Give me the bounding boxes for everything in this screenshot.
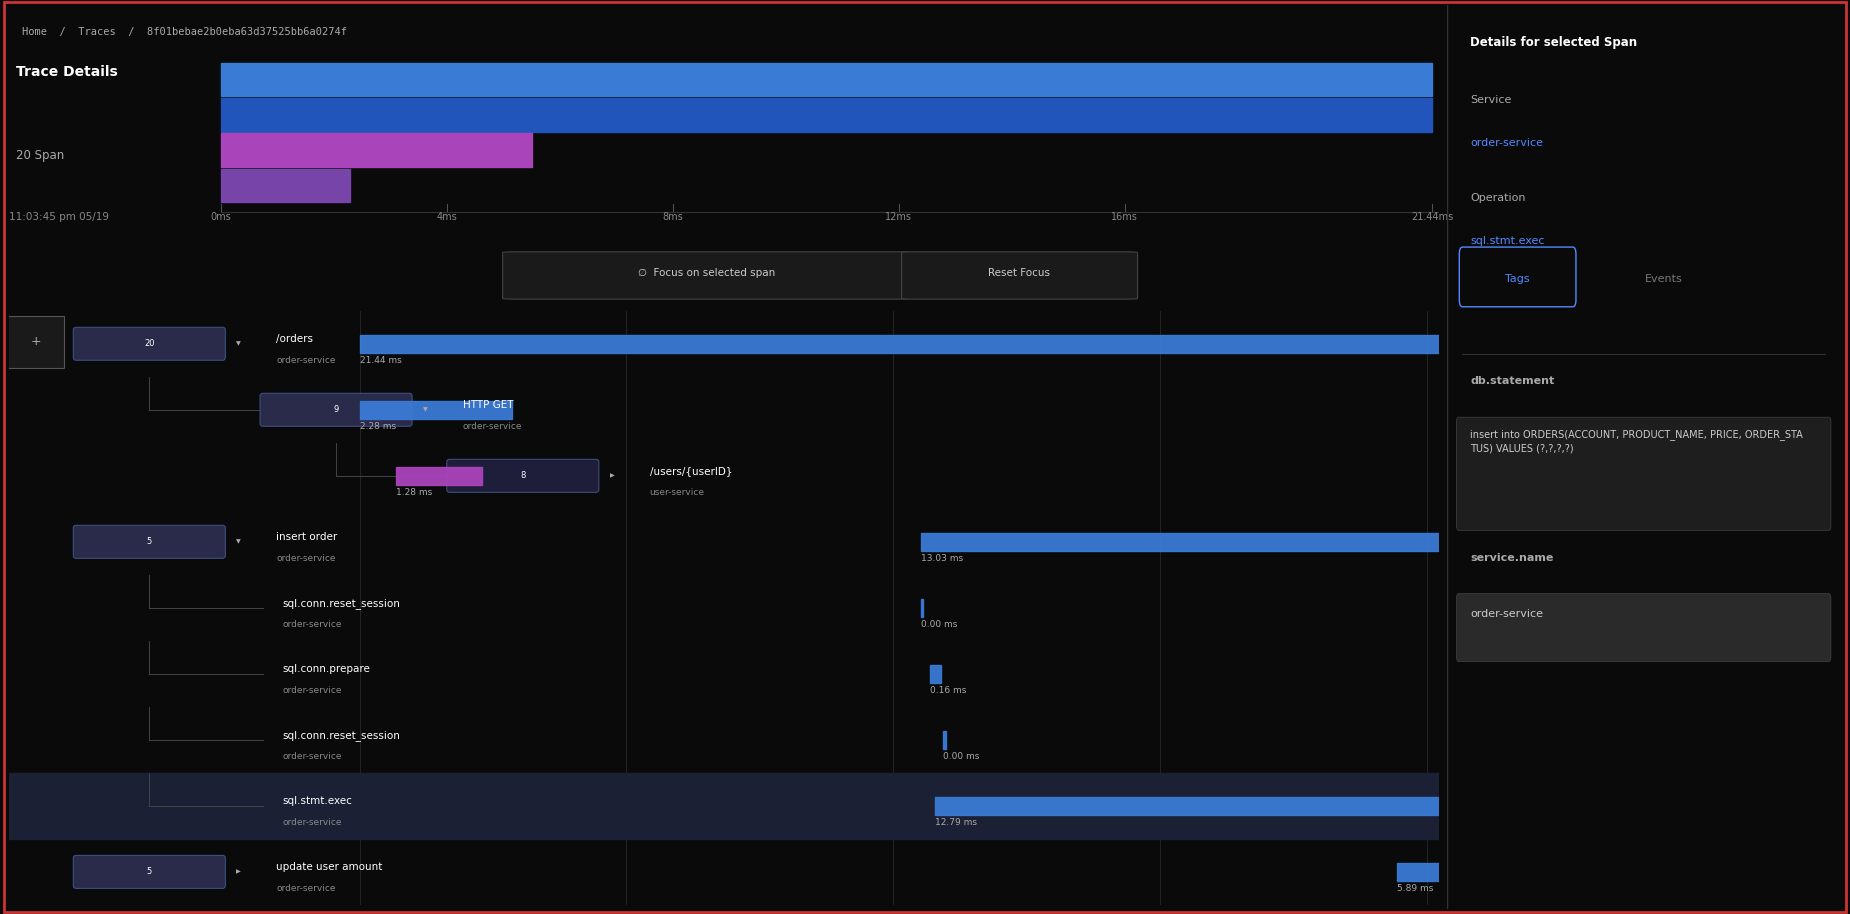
Text: 8ms: 8ms (662, 212, 683, 222)
Text: order-service: order-service (283, 686, 342, 695)
Text: sql.conn.prepare: sql.conn.prepare (283, 664, 370, 674)
Bar (396, 466, 481, 485)
Text: order-service: order-service (276, 356, 335, 365)
Text: 5: 5 (146, 537, 152, 547)
Text: 5.89 ms: 5.89 ms (1397, 885, 1434, 893)
Text: order-service: order-service (1471, 139, 1543, 148)
Text: sql.conn.reset_session: sql.conn.reset_session (283, 598, 401, 609)
Text: ▶: ▶ (609, 473, 614, 478)
Text: order-service: order-service (283, 620, 342, 629)
FancyBboxPatch shape (901, 251, 1138, 299)
Text: 20: 20 (144, 339, 155, 348)
Text: sql.conn.reset_session: sql.conn.reset_session (283, 730, 401, 741)
Text: order-service: order-service (1471, 609, 1543, 619)
Text: Trace Details: Trace Details (17, 65, 118, 79)
Text: order-service: order-service (462, 422, 522, 430)
Text: /orders: /orders (276, 334, 313, 344)
Bar (220, 133, 531, 167)
Text: 21.44 ms: 21.44 ms (359, 356, 401, 366)
Text: /users/{userID}: /users/{userID} (649, 466, 733, 476)
Bar (359, 400, 512, 419)
Bar (944, 730, 945, 749)
Text: order-service: order-service (283, 818, 342, 827)
Text: 12ms: 12ms (886, 212, 912, 222)
Text: 0.16 ms: 0.16 ms (931, 686, 966, 696)
Bar (921, 599, 923, 617)
Text: Reset Focus: Reset Focus (988, 268, 1049, 278)
FancyBboxPatch shape (1456, 417, 1832, 530)
Text: ∅  Focus on selected span: ∅ Focus on selected span (638, 268, 775, 278)
Text: Operation: Operation (1471, 193, 1526, 203)
Text: 11:03:45 pm 05/19: 11:03:45 pm 05/19 (9, 212, 109, 222)
Text: +: + (31, 335, 41, 348)
Text: 9: 9 (333, 405, 339, 414)
Text: 8: 8 (520, 472, 525, 480)
FancyBboxPatch shape (74, 327, 226, 360)
Text: db.statement: db.statement (1471, 377, 1554, 387)
Bar (359, 335, 1789, 353)
Text: 5: 5 (146, 867, 152, 877)
FancyBboxPatch shape (74, 856, 226, 888)
Text: 20 Span: 20 Span (17, 149, 65, 162)
Text: insert order: insert order (276, 532, 337, 542)
Bar (936, 797, 1789, 815)
Text: ▶: ▶ (237, 869, 241, 875)
FancyBboxPatch shape (503, 251, 910, 299)
Text: 0ms: 0ms (211, 212, 231, 222)
Text: ▼: ▼ (424, 408, 427, 412)
FancyBboxPatch shape (7, 316, 65, 368)
Text: 4ms: 4ms (437, 212, 457, 222)
Text: order-service: order-service (276, 884, 335, 893)
Bar (9, 773, 1439, 839)
Text: sql.stmt.exec: sql.stmt.exec (283, 796, 353, 806)
Text: ▼: ▼ (237, 539, 241, 545)
Text: insert into ORDERS(ACCOUNT, PRODUCT_NAME, PRICE, ORDER_STA
TUS) VALUES (?,?,?,?): insert into ORDERS(ACCOUNT, PRODUCT_NAME… (1471, 429, 1804, 453)
Text: update user amount: update user amount (276, 862, 383, 872)
Bar (220, 169, 350, 202)
Text: 21.44ms: 21.44ms (1412, 212, 1454, 222)
Text: 16ms: 16ms (1112, 212, 1138, 222)
Text: 13.03 ms: 13.03 ms (921, 554, 962, 563)
Text: ▼: ▼ (237, 341, 241, 346)
Text: user-service: user-service (649, 488, 705, 497)
Text: service.name: service.name (1471, 553, 1554, 563)
Bar (1397, 863, 1789, 881)
Text: Details for selected Span: Details for selected Span (1471, 37, 1637, 49)
Text: 0.00 ms: 0.00 ms (921, 621, 956, 630)
Text: HTTP GET: HTTP GET (462, 400, 512, 409)
Bar (921, 533, 1789, 551)
FancyBboxPatch shape (448, 460, 599, 493)
Text: Tags: Tags (1506, 273, 1530, 283)
Text: 1.28 ms: 1.28 ms (396, 488, 433, 497)
FancyBboxPatch shape (1456, 593, 1832, 662)
FancyBboxPatch shape (74, 526, 226, 558)
Text: sql.stmt.exec: sql.stmt.exec (1471, 236, 1545, 246)
Text: Service: Service (1471, 95, 1511, 105)
Text: 2.28 ms: 2.28 ms (359, 422, 396, 431)
Text: Events: Events (1645, 273, 1682, 283)
Bar (220, 98, 1432, 132)
Bar (220, 63, 1432, 96)
FancyBboxPatch shape (261, 393, 413, 426)
Bar (931, 664, 940, 683)
Text: 12.79 ms: 12.79 ms (936, 818, 977, 827)
Text: Home  /  Traces  /  8f01bebae2b0eba63d37525bb6a0274f: Home / Traces / 8f01bebae2b0eba63d37525b… (22, 27, 348, 37)
Text: 0.00 ms: 0.00 ms (944, 752, 980, 761)
Text: order-service: order-service (283, 752, 342, 761)
Text: order-service: order-service (276, 554, 335, 563)
